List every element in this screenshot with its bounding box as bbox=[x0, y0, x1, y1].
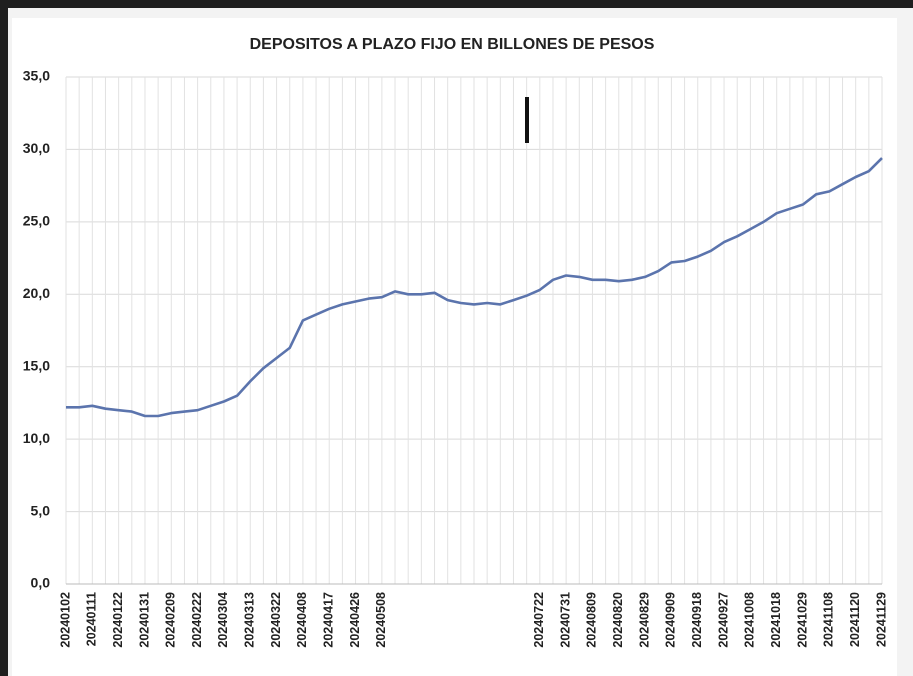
x-tick-label: 20241018 bbox=[769, 592, 783, 648]
x-tick-label: 20241129 bbox=[874, 592, 888, 647]
marks bbox=[66, 157, 883, 418]
x-tick-label: 20240322 bbox=[269, 592, 283, 648]
x-tick-label: 20240408 bbox=[295, 592, 309, 648]
x-tick-label: 20240417 bbox=[322, 592, 336, 648]
x-tick-label: 20240722 bbox=[532, 592, 546, 648]
x-tick-label: 20240508 bbox=[374, 592, 388, 648]
x-tick-label: 20240209 bbox=[164, 592, 178, 648]
x-tick-label: 20240222 bbox=[190, 592, 204, 648]
x-tick-label: 20240829 bbox=[637, 592, 651, 648]
y-tick-label: 0,0 bbox=[31, 575, 51, 591]
x-tick-label: 20241029 bbox=[795, 592, 809, 648]
x-tick-label: 20240111 bbox=[85, 592, 99, 646]
cursor-mark bbox=[525, 97, 529, 143]
x-tick-label: 20240426 bbox=[348, 592, 362, 648]
x-tick-label: 20240909 bbox=[664, 592, 678, 648]
x-tick-label: 20240927 bbox=[716, 592, 730, 648]
x-tick-label: 20240122 bbox=[111, 592, 125, 648]
y-tick-label: 25,0 bbox=[23, 213, 50, 229]
x-tick-label: 20241008 bbox=[743, 592, 757, 648]
x-tick-label: 20240313 bbox=[243, 592, 257, 648]
x-tick-label: 20240731 bbox=[558, 592, 572, 648]
chart-title: DEPOSITOS A PLAZO FIJO EN BILLONES DE PE… bbox=[250, 36, 655, 53]
x-tick-label: 20240131 bbox=[137, 592, 151, 648]
line-series bbox=[66, 157, 883, 418]
x-tick-label: 20240918 bbox=[690, 592, 704, 648]
y-tick-label: 30,0 bbox=[23, 140, 50, 156]
x-tick-label: 20241108 bbox=[822, 592, 836, 647]
y-tick-label: 10,0 bbox=[23, 430, 50, 446]
grid bbox=[65, 76, 883, 585]
y-tick-label: 15,0 bbox=[23, 357, 50, 373]
x-tick-label: 20240304 bbox=[216, 592, 230, 648]
y-tick-label: 20,0 bbox=[23, 285, 50, 301]
y-tick-label: 5,0 bbox=[31, 502, 51, 518]
y-tick-label: 35,0 bbox=[23, 68, 50, 84]
x-tick-label: 20240102 bbox=[58, 592, 72, 648]
x-tick-label: 20241120 bbox=[848, 592, 862, 647]
x-tick-label: 20240809 bbox=[585, 592, 599, 648]
x-tick-label: 20240820 bbox=[611, 592, 625, 648]
